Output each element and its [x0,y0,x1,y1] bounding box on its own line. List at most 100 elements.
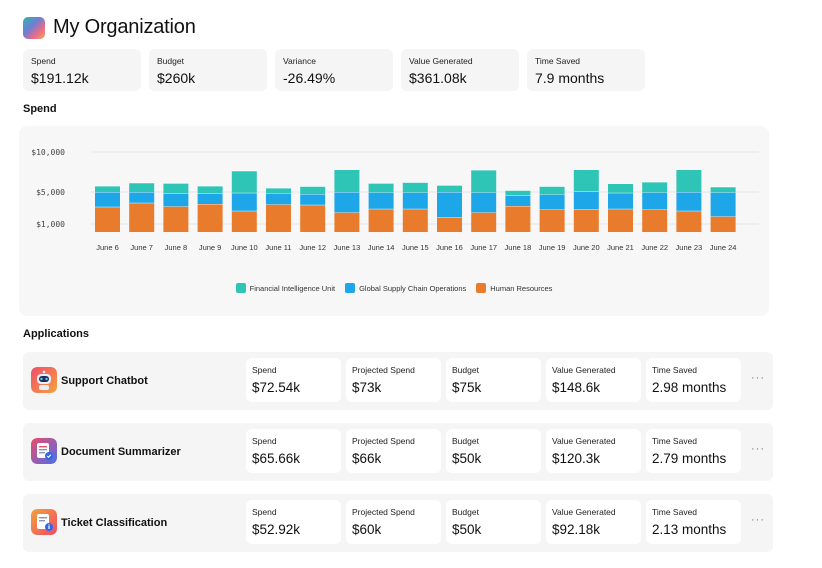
application-name: Ticket Classification [61,517,168,529]
bar-segment[interactable] [505,190,531,196]
bar-segment[interactable] [676,169,702,192]
bar-segment[interactable] [608,192,633,209]
bar-segment[interactable] [437,185,462,192]
bar-segment[interactable] [368,192,394,209]
bar-segment[interactable] [642,182,668,193]
more-options-button[interactable]: ··· [751,443,765,455]
bar-segment[interactable] [334,212,360,232]
x-tick-label: June 10 [231,243,258,252]
more-options-button[interactable]: ··· [751,372,765,384]
bar-segment[interactable] [197,204,223,232]
bar-segment[interactable] [231,210,257,232]
bar-segment[interactable] [402,182,428,193]
bar-segment[interactable] [334,192,360,213]
application-metrics: Spend $72.54k Projected Spend $73k Budge… [246,358,741,402]
metric-value-generated: Value Generated $120.3k [546,429,641,473]
x-tick-label: June 14 [368,243,395,252]
bar-segment[interactable] [266,188,291,194]
metric-spend: Spend $65.66k [246,429,341,473]
bar-segment[interactable] [710,216,736,232]
x-tick-label: June 24 [710,243,737,252]
x-tick-label: June 11 [265,243,291,252]
bar-segment[interactable] [266,204,291,232]
bar-segment[interactable] [710,186,736,193]
application-row-support-chatbot[interactable]: Support Chatbot Spend $72.54k Projected … [23,352,773,410]
bar-segment[interactable] [129,202,155,232]
metric-value: 2.98 months [652,380,727,395]
metric-label: Time Saved [652,365,698,375]
bar-segment[interactable] [368,208,394,232]
bar-segment[interactable] [471,212,497,232]
bar-segment[interactable] [368,183,394,193]
bar-segment[interactable] [197,186,223,194]
metric-label: Budget [452,436,479,446]
metric-value-generated: Value Generated $92.18k [546,500,641,544]
bar-segment[interactable] [539,186,565,195]
bar-segment[interactable] [608,208,633,232]
bar-segment[interactable] [300,204,326,232]
bar-segment[interactable] [573,169,599,192]
application-metrics: Spend $65.66k Projected Spend $66k Budge… [246,429,741,473]
bar-segment[interactable] [505,195,531,206]
kpi-value-generated: Value Generated $361.08k [401,49,519,91]
metric-value: $50k [452,451,482,466]
bar-segment[interactable] [608,183,633,193]
bar-segment[interactable] [334,169,360,192]
y-tick-label: $10,000 [31,148,65,157]
metric-time-saved: Time Saved 2.79 months [646,429,741,473]
bar-segment[interactable] [437,192,462,218]
kpi-value: 7.9 months [535,70,605,86]
bar-segment[interactable] [129,192,155,203]
robot-icon [31,367,57,393]
bar-segment[interactable] [163,206,189,232]
legend-item-gsco[interactable]: Global Supply Chain Operations [345,283,466,293]
bar-segment[interactable] [163,193,189,207]
metric-label: Time Saved [652,507,698,517]
bar-segment[interactable] [539,194,565,210]
bar-segment[interactable] [471,170,497,193]
bar-segment[interactable] [95,186,120,192]
metric-budget: Budget $50k [446,429,541,473]
metric-spend: Spend $72.54k [246,358,341,402]
metric-label: Time Saved [652,436,698,446]
bar-segment[interactable] [231,192,257,211]
x-tick-label: June 8 [165,243,188,252]
bar-segment[interactable] [710,192,736,217]
metric-value-generated: Value Generated $148.6k [546,358,641,402]
bar-segment[interactable] [437,217,462,232]
x-tick-label: June 20 [573,243,600,252]
bar-segment[interactable] [573,191,599,210]
bar-segment[interactable] [129,182,155,192]
application-name: Document Summarizer [61,446,181,458]
spend-section-title: Spend [23,103,57,115]
x-tick-label: June 19 [539,243,566,252]
application-row-ticket-classification[interactable]: Ticket Classification Spend $52.92k Proj… [23,494,773,552]
bar-segment[interactable] [642,209,668,232]
bar-segment[interactable] [95,206,120,232]
x-tick-label: June 22 [641,243,668,252]
bar-segment[interactable] [266,193,291,205]
bar-segment[interactable] [402,192,428,209]
bar-segment[interactable] [197,193,223,204]
legend-item-fiu[interactable]: Financial Intelligence Unit [235,283,335,293]
y-tick-label: $1,000 [36,220,65,229]
kpi-variance: Variance -26.49% [275,49,393,91]
bar-segment[interactable] [300,194,326,205]
y-tick-label: $5,000 [36,188,65,197]
bar-segment[interactable] [505,206,531,232]
bar-segment[interactable] [642,192,668,210]
bar-segment[interactable] [539,209,565,232]
application-row-document-summarizer[interactable]: Document Summarizer Spend $65.66k Projec… [23,423,773,481]
bar-segment[interactable] [402,208,428,232]
legend-item-hr[interactable]: Human Resources [476,283,552,293]
legend-swatch-fiu [235,283,246,293]
more-options-button[interactable]: ··· [751,514,765,526]
bar-segment[interactable] [676,210,702,232]
bar-segment[interactable] [95,192,120,207]
bar-segment[interactable] [573,209,599,232]
bar-segment[interactable] [231,170,257,193]
bar-segment[interactable] [676,192,702,211]
bar-segment[interactable] [163,183,189,194]
bar-segment[interactable] [471,192,497,213]
bar-segment[interactable] [300,186,326,194]
